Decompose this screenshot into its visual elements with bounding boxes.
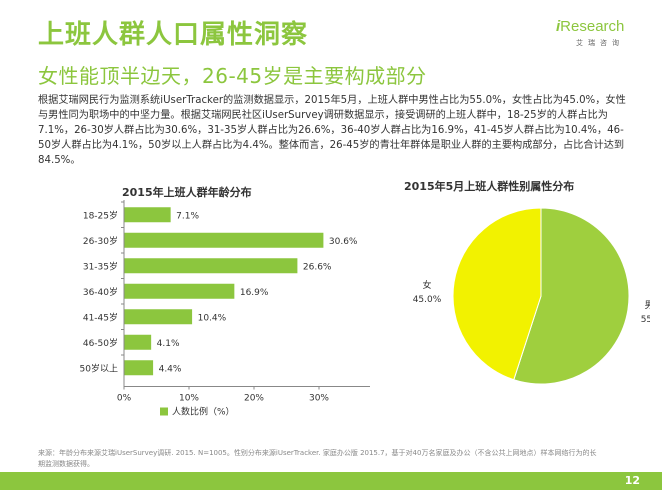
pie-chart-title: 2015年5月上班人群性别属性分布 <box>404 180 575 193</box>
x-tick-label: 30% <box>309 394 329 404</box>
pie-category-label: 男 <box>644 300 650 311</box>
x-tick-label: 10% <box>179 394 199 404</box>
bar-category-label: 31-35岁 <box>83 260 118 272</box>
logo-prefix: i <box>556 18 561 35</box>
bar-value-label: 30.6% <box>329 237 358 247</box>
pie-value-label: 55.0% <box>641 315 650 325</box>
pie-category-label: 女 <box>422 279 431 291</box>
bar-chart-title: 2015年上班人群年龄分布 <box>122 186 252 199</box>
pie-slice <box>513 207 630 385</box>
gender-pie-chart: 男 55.0% 女 45.0% <box>413 207 650 385</box>
page-number: 12 <box>624 474 640 487</box>
bar <box>124 360 154 376</box>
bar-value-label: 16.9% <box>240 288 269 298</box>
logo-brand: Research <box>560 18 625 35</box>
x-tick-label: 0% <box>117 394 132 404</box>
page-subtitle: 女性能顶半边天，26-45岁是主要构成部分 <box>38 64 427 88</box>
bar-category-label: 36-40岁 <box>83 286 118 298</box>
logo: iResearch 艾瑞咨询 <box>556 18 646 54</box>
age-bar-chart: 18-25岁 7.1% 26-30岁 30.6% 31-35岁 26.6% 36-40岁 16… <box>80 200 370 418</box>
bar <box>124 232 324 248</box>
bar-category-label: 50岁以上 <box>80 362 118 374</box>
logo-tagline: 艾瑞咨询 <box>576 39 624 47</box>
x-tick-label: 20% <box>244 394 264 404</box>
bar-category-label: 41-45岁 <box>83 311 118 323</box>
bar-category-label: 26-30岁 <box>83 235 118 247</box>
bar-value-label: 26.6% <box>303 262 332 272</box>
bar-value-label: 10.4% <box>198 313 227 323</box>
bar-value-label: 4.4% <box>159 364 182 374</box>
bar <box>124 207 171 223</box>
footer-bar: 12 <box>0 472 662 490</box>
legend-swatch <box>160 407 168 416</box>
bar-value-label: 7.1% <box>176 211 199 221</box>
bar <box>124 258 298 274</box>
bar-value-label: 4.1% <box>157 339 180 349</box>
pie-value-label: 45.0% <box>413 295 442 305</box>
bar-category-label: 46-50岁 <box>83 337 118 349</box>
legend-label: 人数比例（%） <box>172 406 235 418</box>
pie-slice <box>452 207 542 381</box>
bar-category-label: 18-25岁 <box>83 209 118 221</box>
bar <box>124 283 235 299</box>
bar <box>124 309 193 325</box>
bar <box>124 334 152 350</box>
logo-wordmark: iResearch <box>556 18 624 35</box>
summary-paragraph: 根据艾瑞网民行为监测系统iUserTracker的监测数据显示，2015年5月，… <box>38 95 626 166</box>
source-note: 来源：年龄分布来源艾瑞iUserSurvey调研. 2015. N=1005。性… <box>38 449 597 468</box>
page-title: 上班人群人口属性洞察 <box>38 20 309 50</box>
